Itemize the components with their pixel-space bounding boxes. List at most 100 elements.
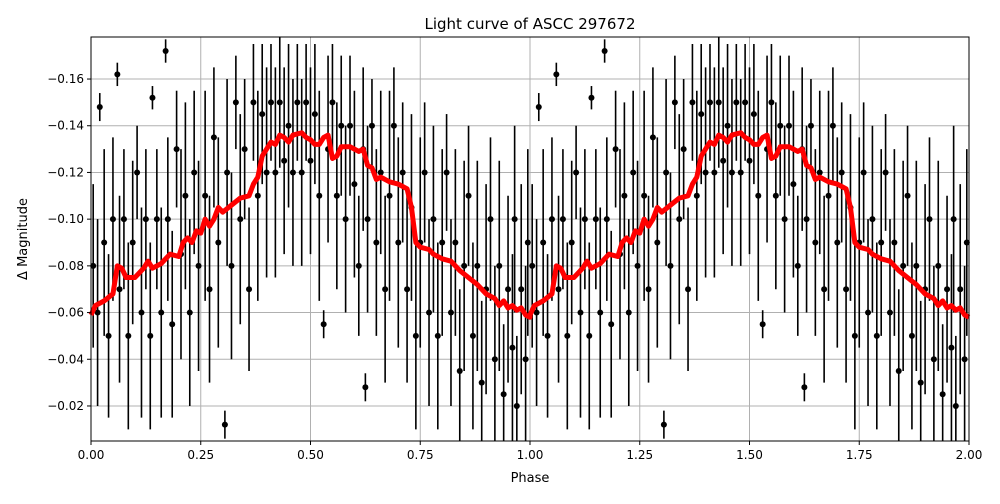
data-point: [728, 169, 735, 176]
data-point: [882, 169, 889, 176]
data-point: [465, 192, 472, 199]
data-point: [142, 216, 149, 223]
data-point: [186, 309, 193, 316]
data-point: [90, 262, 97, 269]
data-point: [891, 239, 898, 246]
data-point: [790, 181, 797, 188]
data-point: [351, 181, 358, 188]
data-point: [259, 111, 266, 118]
x-axis-ticks: 0.00 0.25 0.50 0.75 1.00 1.25 1.50 1.75 2.00: [78, 441, 982, 462]
data-point: [660, 421, 667, 428]
data-point: [720, 157, 727, 164]
data-point: [362, 384, 369, 391]
data-point: [298, 169, 305, 176]
data-point: [452, 239, 459, 246]
chart-title: Light curve of ASCC 297672: [425, 15, 636, 33]
data-point: [478, 379, 485, 386]
data-point: [529, 262, 536, 269]
data-point: [404, 286, 411, 293]
x-tick-label: 0.00: [78, 448, 105, 462]
data-point: [491, 356, 498, 363]
data-point: [807, 122, 814, 129]
data-point: [702, 169, 709, 176]
data-point: [886, 309, 893, 316]
data-point: [474, 262, 481, 269]
data-points: [90, 37, 970, 441]
data-point: [430, 216, 437, 223]
data-point: [698, 111, 705, 118]
data-point: [96, 104, 103, 111]
data-point: [935, 262, 942, 269]
data-point: [573, 169, 580, 176]
data-point: [649, 134, 656, 141]
data-point: [210, 134, 217, 141]
data-point: [900, 262, 907, 269]
data-point: [821, 286, 828, 293]
x-tick-label: 0.75: [407, 448, 434, 462]
data-point: [158, 309, 165, 316]
data-point: [952, 402, 959, 409]
data-point: [544, 332, 551, 339]
data-point: [671, 99, 678, 106]
data-point: [316, 192, 323, 199]
data-point: [439, 239, 446, 246]
data-point: [116, 286, 123, 293]
data-point: [948, 344, 955, 351]
data-point: [364, 216, 371, 223]
data-point: [581, 216, 588, 223]
model-curve: [88, 130, 971, 320]
data-point: [182, 192, 189, 199]
data-point: [347, 122, 354, 129]
data-point: [533, 309, 540, 316]
data-point: [621, 192, 628, 199]
data-point: [950, 216, 957, 223]
data-point: [272, 169, 279, 176]
data-point: [303, 99, 310, 106]
data-point: [794, 262, 801, 269]
data-point: [500, 391, 507, 398]
data-point: [908, 332, 915, 339]
data-point: [680, 146, 687, 153]
data-point: [706, 99, 713, 106]
data-point: [667, 262, 674, 269]
data-point: [630, 169, 637, 176]
data-point: [786, 122, 793, 129]
y-tick-label: −0.16: [47, 72, 84, 86]
data-point: [917, 379, 924, 386]
data-point: [386, 192, 393, 199]
data-point: [759, 321, 766, 328]
data-point: [803, 216, 810, 223]
data-point: [443, 169, 450, 176]
data-point: [173, 146, 180, 153]
data-point: [505, 286, 512, 293]
data-point: [535, 104, 542, 111]
data-point: [588, 94, 595, 101]
y-tick-label: −0.08: [47, 259, 84, 273]
data-point: [540, 239, 547, 246]
data-point: [368, 122, 375, 129]
data-point: [224, 169, 231, 176]
data-point: [829, 122, 836, 129]
data-point: [496, 262, 503, 269]
x-tick-label: 0.25: [187, 448, 214, 462]
data-point: [250, 99, 257, 106]
data-point: [553, 71, 560, 78]
data-point: [834, 239, 841, 246]
data-point: [895, 367, 902, 374]
data-point: [206, 286, 213, 293]
data-point: [221, 421, 228, 428]
y-axis-ticks: −0.16 −0.14 −0.12 −0.10 −0.08 −0.06 −0.04 −0.02: [47, 72, 91, 413]
data-point: [101, 239, 108, 246]
data-point: [645, 286, 652, 293]
model-line: [88, 130, 971, 320]
data-point: [237, 216, 244, 223]
y-tick-label: −0.14: [47, 119, 84, 133]
data-point: [289, 169, 296, 176]
data-point: [961, 356, 968, 363]
data-point: [518, 286, 525, 293]
data-point: [777, 122, 784, 129]
data-point: [390, 122, 397, 129]
data-point: [509, 344, 516, 351]
y-tick-label: −0.10: [47, 212, 84, 226]
